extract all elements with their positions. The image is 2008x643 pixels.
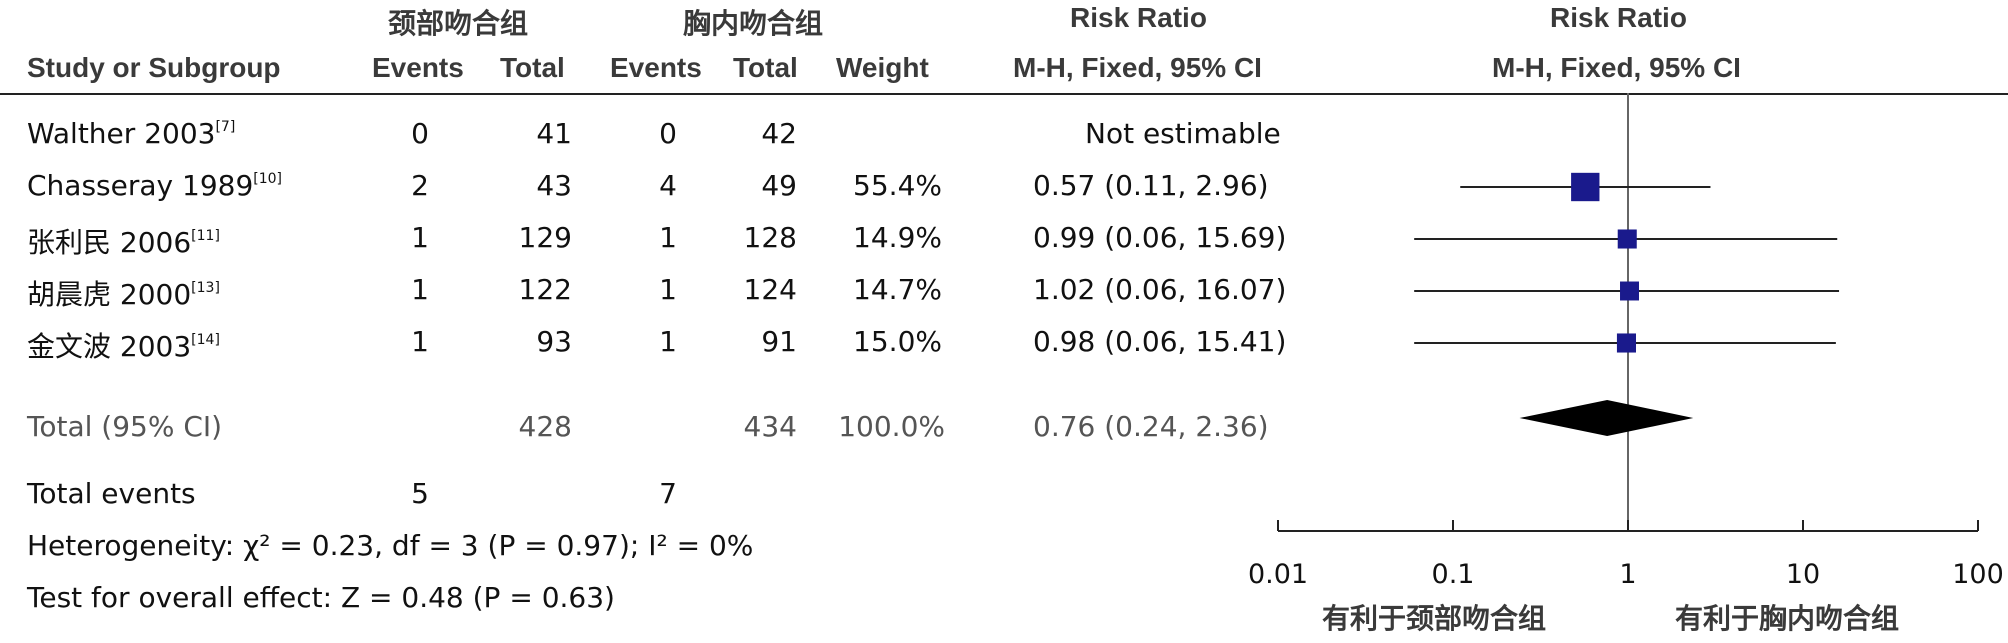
plot-method-header: M-H, Fixed, 95% CI bbox=[1492, 52, 1741, 83]
rr-ci-text: 0.57 (0.11, 2.96) bbox=[1033, 169, 1269, 202]
experimental-total: 129 bbox=[518, 221, 572, 254]
x-tick-label: 0.1 bbox=[1432, 559, 1475, 590]
weight: 15.0% bbox=[853, 325, 942, 358]
experimental-events: 1 bbox=[411, 221, 429, 254]
control-total: 128 bbox=[743, 221, 797, 254]
x-axis-ticks: 0.01 0.1 1 10 100 bbox=[1248, 520, 2004, 590]
header-rule bbox=[0, 93, 2008, 95]
weight-header: Weight bbox=[836, 52, 929, 83]
study-name: 张利民 2006[11] bbox=[27, 226, 220, 259]
effect-square bbox=[1571, 172, 1600, 202]
experimental-total: 43 bbox=[536, 169, 572, 202]
control-events: 4 bbox=[659, 169, 677, 202]
control-total: 42 bbox=[761, 117, 797, 150]
favours-left-label: 有利于颈部吻合组 bbox=[1322, 602, 1546, 635]
control-total: 91 bbox=[761, 325, 797, 358]
control-events: 1 bbox=[659, 221, 677, 254]
study-markers bbox=[1414, 172, 1840, 353]
experimental-events-sum: 5 bbox=[411, 477, 429, 510]
plot-title: Risk Ratio bbox=[1550, 2, 1687, 33]
study-name: Chasseray 1989[10] bbox=[27, 169, 283, 202]
experimental-events: 1 bbox=[411, 325, 429, 358]
favours-right-label: 有利于胸内吻合组 bbox=[1675, 602, 1899, 635]
rr-ci-text: 0.98 (0.06, 15.41) bbox=[1033, 325, 1287, 358]
effect-square bbox=[1616, 333, 1636, 353]
experimental-total: 122 bbox=[518, 273, 572, 306]
x-tick-label: 1 bbox=[1619, 559, 1636, 590]
control-events: 0 bbox=[659, 117, 677, 150]
experimental-events-header: Events bbox=[372, 52, 464, 83]
control-total-sum: 434 bbox=[743, 410, 797, 443]
control-total: 124 bbox=[743, 273, 797, 306]
rr-column-title: Risk Ratio bbox=[1070, 2, 1207, 33]
control-group-header: 胸内吻合组 bbox=[683, 7, 824, 40]
total-weight: 100.0% bbox=[838, 410, 945, 443]
control-events-header: Events bbox=[610, 52, 702, 83]
control-events-sum: 7 bbox=[659, 477, 677, 510]
rr-ci-text: 1.02 (0.06, 16.07) bbox=[1033, 273, 1287, 306]
overall-effect-text: Test for overall effect: Z = 0.48 (P = 0… bbox=[27, 581, 615, 614]
rr-ci-text: 0.99 (0.06, 15.69) bbox=[1033, 221, 1287, 254]
x-tick-label: 100 bbox=[1952, 559, 2004, 590]
weight: 55.4% bbox=[853, 169, 942, 202]
control-events: 1 bbox=[659, 325, 677, 358]
experimental-total: 41 bbox=[536, 117, 572, 150]
heterogeneity-text: Heterogeneity: χ² = 0.23, df = 3 (P = 0.… bbox=[27, 529, 754, 562]
total-events-label: Total events bbox=[27, 477, 196, 510]
effect-square bbox=[1620, 281, 1639, 301]
experimental-events: 2 bbox=[411, 169, 429, 202]
control-events: 1 bbox=[659, 273, 677, 306]
experimental-total-header: Total bbox=[500, 52, 565, 83]
effect-square bbox=[1617, 229, 1637, 249]
rr-ci-text: Not estimable bbox=[1085, 117, 1281, 150]
study-name: 胡晨虎 2000[13] bbox=[27, 278, 220, 311]
experimental-events: 0 bbox=[411, 117, 429, 150]
experimental-total-sum: 428 bbox=[518, 410, 572, 443]
x-tick-label: 10 bbox=[1786, 559, 1820, 590]
weight: 14.9% bbox=[853, 221, 942, 254]
experimental-total: 93 bbox=[536, 325, 572, 358]
control-total-header: Total bbox=[733, 52, 798, 83]
pooled-rr-text: 0.76 (0.24, 2.36) bbox=[1033, 410, 1269, 443]
experimental-events: 1 bbox=[411, 273, 429, 306]
pooled-diamond bbox=[1519, 400, 1694, 436]
study-column-header: Study or Subgroup bbox=[27, 52, 281, 83]
study-name: Walther 2003[7] bbox=[27, 117, 236, 150]
rr-method-header: M-H, Fixed, 95% CI bbox=[1013, 52, 1262, 83]
experimental-group-header: 颈部吻合组 bbox=[388, 7, 529, 40]
x-tick-label: 0.01 bbox=[1248, 559, 1308, 590]
control-total: 49 bbox=[761, 169, 797, 202]
total-label: Total (95% CI) bbox=[27, 410, 223, 443]
weight: 14.7% bbox=[853, 273, 942, 306]
study-name: 金文波 2003[14] bbox=[27, 330, 220, 363]
